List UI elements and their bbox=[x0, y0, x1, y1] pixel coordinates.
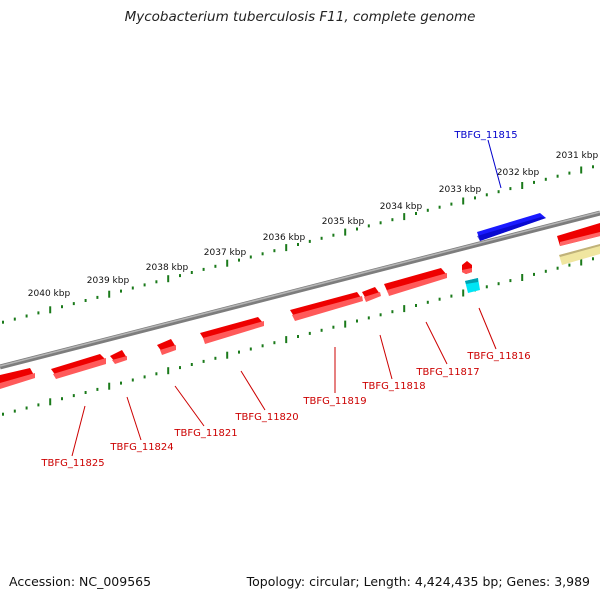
gene-label-TBFG_11817[interactable]: TBFG_11817 bbox=[415, 367, 479, 378]
gene-label-TBFG_11816[interactable]: TBFG_11816 bbox=[466, 351, 530, 362]
gene-TBFG_11815[interactable] bbox=[477, 213, 546, 241]
tick-labels: 2031 kbp 2032 kbp 2033 kbp 2034 kbp 2035 kbp… bbox=[28, 151, 599, 299]
gene-label-TBFG_11820[interactable]: TBFG_11820 bbox=[234, 412, 298, 423]
gene-TBFG_11824[interactable] bbox=[51, 354, 106, 379]
gene-label-TBFG_11819[interactable]: TBFG_11819 bbox=[302, 396, 366, 407]
map-title: Mycobacterium tuberculosis F11, complete… bbox=[124, 9, 476, 25]
gene-label-TBFG_11825[interactable]: TBFG_11825 bbox=[40, 458, 104, 469]
tick-label: 2040 kbp bbox=[28, 289, 71, 299]
genome-backbone bbox=[0, 210, 600, 370]
gene-TBFG_11821[interactable] bbox=[157, 339, 176, 355]
gene-label-TBFG_11824[interactable]: TBFG_11824 bbox=[109, 442, 173, 453]
gene-TBFG_11816[interactable] bbox=[462, 261, 472, 274]
gene-labels: TBFG_11815 TBFG_11816 TBFG_11817 TBFG_11… bbox=[40, 130, 530, 469]
gene-TBFG_11817[interactable] bbox=[384, 268, 447, 296]
feature-cyan[interactable] bbox=[465, 278, 480, 293]
tick-label: 2038 kbp bbox=[146, 263, 189, 273]
accession-text: Accession: NC_009565 bbox=[9, 574, 152, 589]
tick-label: 2032 kbp bbox=[497, 168, 540, 178]
tick-label: 2031 kbp bbox=[556, 151, 599, 161]
gene-TBFG_11819[interactable] bbox=[290, 292, 363, 321]
tick-label: 2035 kbp bbox=[322, 217, 365, 227]
tick-label: 2037 kbp bbox=[204, 248, 247, 258]
gene-offscreen-right[interactable] bbox=[557, 223, 600, 246]
genome-summary-text: Topology: circular; Length: 4,424,435 bp… bbox=[246, 574, 590, 589]
label-leaders bbox=[71, 139, 502, 457]
tick-label: 2036 kbp bbox=[263, 233, 306, 243]
gene-label-TBFG_11821[interactable]: TBFG_11821 bbox=[173, 428, 237, 439]
gene-TBFG_11818[interactable] bbox=[362, 287, 381, 302]
tick-label: 2034 kbp bbox=[380, 202, 423, 212]
gene-TBFG_11825[interactable] bbox=[0, 368, 35, 389]
gene-TBFG_11820[interactable] bbox=[200, 317, 264, 344]
genome-backbone-highlight bbox=[0, 211, 600, 367]
gene-label-TBFG_11818[interactable]: TBFG_11818 bbox=[361, 381, 425, 392]
tick-label: 2033 kbp bbox=[439, 185, 482, 195]
gene-TBFG_11822[interactable] bbox=[110, 350, 127, 364]
tick-label: 2039 kbp bbox=[87, 276, 130, 286]
feature-yellow[interactable] bbox=[559, 244, 600, 265]
gene-label-TBFG_11815[interactable]: TBFG_11815 bbox=[453, 130, 517, 141]
outer-tick-track bbox=[2, 165, 594, 324]
